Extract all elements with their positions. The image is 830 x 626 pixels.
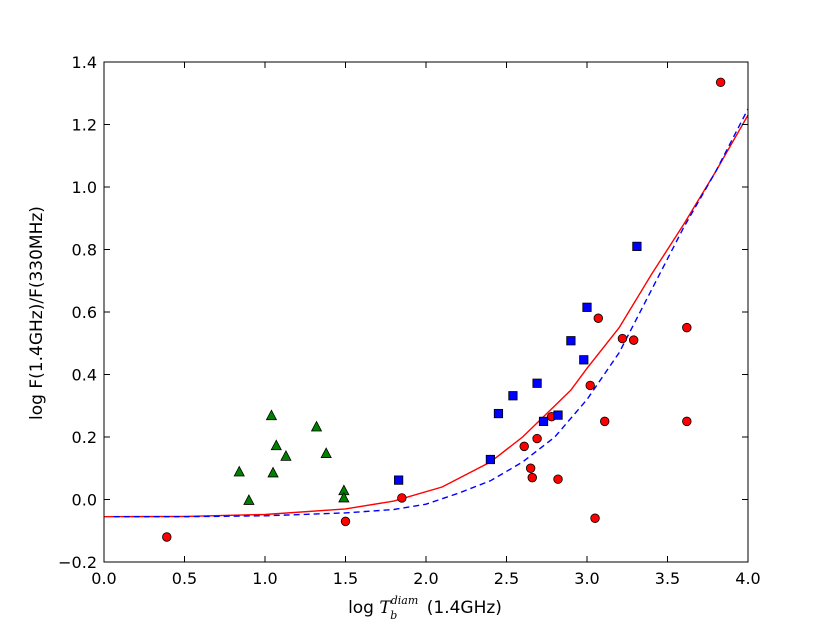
y-tick-label: 1.0: [72, 178, 97, 197]
x-axis-label-suffix: (1.4GHz): [421, 598, 502, 618]
circle-marker: [682, 322, 692, 333]
y-tick-label: 0.4: [72, 366, 97, 385]
circle-marker: [715, 77, 726, 88]
circle-marker: [590, 513, 600, 523]
x-axis-label-symbol: T: [379, 598, 392, 618]
x-tick-label: 2.5: [494, 569, 519, 588]
triangle-marker: [310, 420, 323, 432]
triangle-marker: [338, 491, 350, 503]
x-tick-label: 0.0: [91, 569, 116, 588]
y-tick-label: −0.2: [58, 553, 97, 572]
triangle-marker: [320, 447, 332, 458]
x-axis-label-prefix: log: [348, 598, 379, 618]
y-tick-label: 0.0: [72, 491, 97, 510]
circle-marker: [682, 416, 692, 427]
y-tick-label: 1.4: [72, 53, 97, 72]
circle-marker: [600, 416, 610, 427]
x-tick-label: 1.0: [252, 569, 277, 588]
square-marker: [485, 454, 496, 465]
x-tick-label: 4.0: [735, 569, 760, 588]
axis-tick-labels: 0.0 0.5 1.0 1.5 2.0 2.5 3.0 3.5 4.0−0.20.00.20.4…: [58, 53, 761, 588]
model-curve-solid: [103, 114, 749, 518]
square-marker: [566, 336, 576, 346]
circle-marker: [553, 474, 563, 484]
y-tick-label: 0.6: [72, 303, 97, 322]
triangle-marker: [280, 450, 292, 461]
circle-marker: [340, 516, 351, 527]
triangle-marker: [267, 466, 279, 478]
circle-marker: [162, 532, 172, 542]
x-tick-label: 1.5: [333, 569, 358, 588]
square-marker: [632, 241, 642, 251]
y-tick-label: 1.2: [72, 116, 97, 135]
square-marker: [582, 302, 592, 312]
x-tick-label: 2.0: [413, 569, 438, 588]
square-marker: [579, 355, 589, 365]
square-marker: [508, 391, 518, 401]
square-marker: [553, 410, 563, 420]
x-axis-label: log Tdiam b (1.4GHz): [348, 594, 502, 622]
x-tick-label: 3.0: [574, 569, 599, 588]
circle-marker: [519, 441, 529, 452]
circle-marker: [585, 380, 595, 391]
circle-marker: [397, 493, 407, 503]
circle-marker: [527, 472, 537, 483]
triangle-marker: [233, 465, 245, 477]
circle-marker: [532, 433, 542, 444]
triangle-marker: [243, 494, 255, 505]
circle-marker: [525, 463, 536, 473]
square-marker: [538, 416, 549, 426]
y-tick-label: 0.2: [72, 428, 97, 447]
data-markers: [162, 77, 726, 542]
x-axis-label-subscript: b: [390, 609, 397, 622]
axis-ticks: [103, 61, 749, 563]
x-tick-label: 0.5: [172, 569, 197, 588]
square-marker: [532, 378, 542, 388]
triangle-marker: [270, 439, 282, 451]
y-axis-label: log F(1.4GHz)/F(330MHz): [27, 206, 47, 420]
circle-marker: [628, 335, 639, 345]
triangle-marker: [265, 409, 278, 421]
model-curves: [103, 108, 749, 518]
square-marker: [394, 475, 404, 485]
circle-marker: [617, 333, 628, 344]
x-axis-label-superscript: diam: [391, 594, 419, 607]
y-tick-label: 0.8: [72, 241, 97, 260]
model-curve-dashed: [113, 108, 749, 518]
square-marker: [493, 408, 504, 419]
circle-marker: [593, 313, 603, 323]
x-tick-label: 3.5: [655, 569, 680, 588]
